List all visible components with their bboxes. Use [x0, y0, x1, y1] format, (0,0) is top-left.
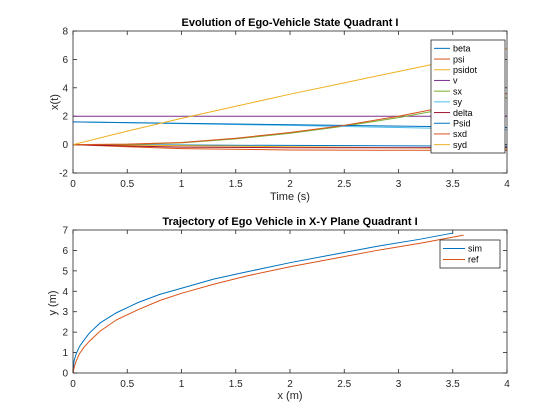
legend-label: sxd: [453, 129, 467, 139]
legend-label: v: [453, 76, 458, 86]
legend-label: Psid: [453, 118, 471, 128]
y-tick-label: -2: [59, 169, 68, 180]
x-tick-label: 0: [70, 379, 76, 390]
x-axis-label: x (m): [277, 390, 302, 402]
x-tick-label: 1.5: [229, 379, 243, 390]
x-tick-label: 4: [504, 379, 510, 390]
state-evolution-axes: Evolution of Ego-Vehicle State Quadrant …: [49, 17, 510, 203]
series-line-ref: [73, 234, 464, 373]
legend-label: sy: [453, 97, 463, 107]
x-axis-label: Time (s): [270, 191, 310, 203]
legend-box: [439, 239, 501, 269]
y-tick-label: 4: [62, 287, 68, 298]
x-tick-label: 3.5: [446, 379, 460, 390]
x-tick-label: 2: [287, 379, 293, 390]
legend-box: [430, 39, 506, 154]
legend-label: sx: [453, 86, 463, 96]
y-tick-label: 6: [62, 246, 68, 257]
y-tick-label: 8: [62, 27, 68, 38]
y-tick-label: 4: [62, 83, 68, 94]
y-tick-label: 5: [62, 266, 68, 277]
y-tick-label: 1: [62, 348, 68, 359]
x-tick-label: 2.5: [337, 379, 351, 390]
x-tick-label: 1.5: [229, 179, 243, 190]
x-tick-label: 2: [287, 179, 293, 190]
legend-label: syd: [453, 140, 467, 150]
legend-label: beta: [453, 44, 471, 54]
y-tick-label: 3: [62, 307, 68, 318]
legend-label: ref: [468, 255, 479, 265]
x-tick-label: 3: [396, 179, 402, 190]
series-line-psi: [73, 144, 507, 151]
y-tick-label: 0: [62, 140, 68, 151]
legend-label: psi: [453, 54, 465, 64]
x-tick-label: 3: [396, 379, 402, 390]
plot-frame: [72, 30, 508, 174]
y-tick-label: 6: [62, 55, 68, 66]
legend-label: delta: [453, 108, 473, 118]
series-line-delta: [73, 144, 507, 149]
plot-frame: [72, 229, 508, 374]
series-line-sim: [73, 232, 453, 373]
chart-title: Evolution of Ego-Vehicle State Quadrant …: [182, 17, 399, 29]
x-tick-label: 0: [70, 179, 76, 190]
x-tick-label: 1: [179, 179, 185, 190]
y-tick-label: 0: [62, 369, 68, 380]
chart-title: Trajectory of Ego Vehicle in X-Y Plane Q…: [162, 216, 417, 228]
legend-label: sim: [468, 244, 482, 254]
x-tick-label: 2.5: [337, 179, 351, 190]
x-tick-label: 1: [179, 379, 185, 390]
trajectory-axes: Trajectory of Ego Vehicle in X-Y Plane Q…: [47, 216, 510, 402]
legend-label: psidot: [453, 65, 478, 75]
x-tick-label: 0.5: [120, 179, 134, 190]
y-axis-label: y (m): [47, 290, 59, 315]
y-tick-label: 7: [62, 226, 68, 237]
x-tick-label: 4: [504, 179, 510, 190]
y-axis-label: x(t): [49, 94, 61, 110]
y-tick-label: 2: [62, 112, 68, 123]
x-tick-label: 3.5: [446, 179, 460, 190]
y-tick-label: 2: [62, 328, 68, 339]
x-tick-label: 0.5: [120, 379, 134, 390]
